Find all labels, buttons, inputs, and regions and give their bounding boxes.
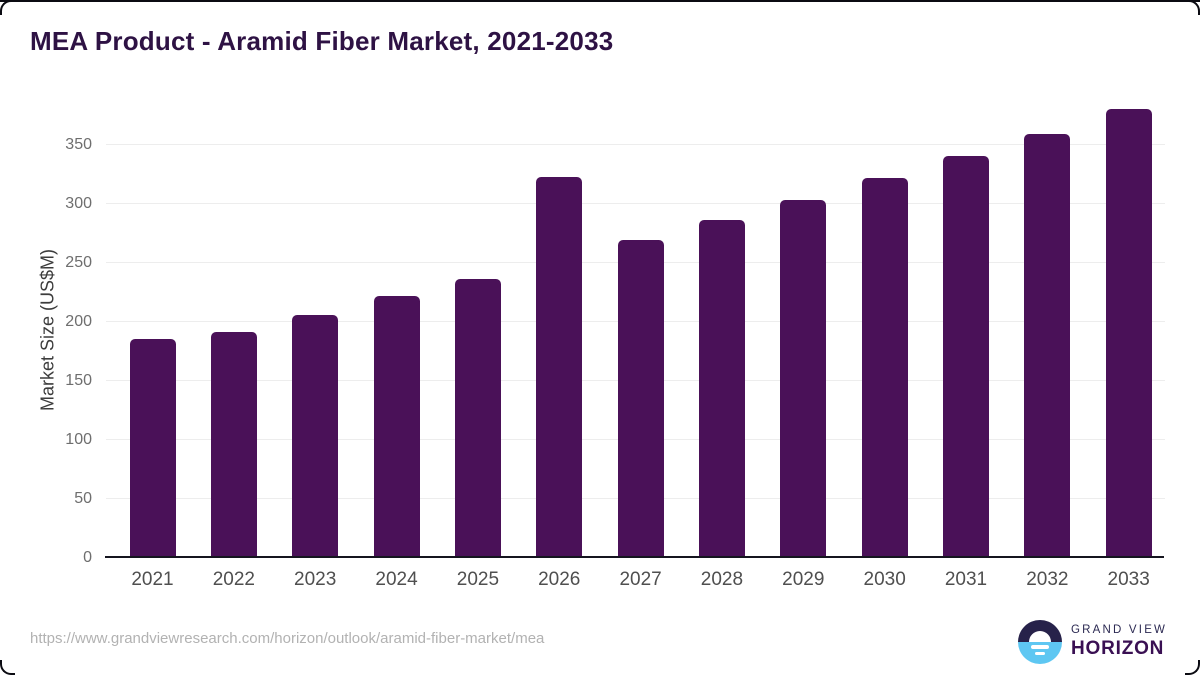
y-tick-label-250: 250 <box>65 254 92 271</box>
bar-2022 <box>210 331 257 556</box>
frame-corner-top-right <box>1185 0 1200 15</box>
bar-2029 <box>780 199 827 556</box>
frame-top-border <box>0 0 1200 2</box>
x-label-2025: 2025 <box>456 569 500 590</box>
y-tick-label-300: 300 <box>65 195 92 212</box>
logo-horizon-label: HORIZON <box>1071 637 1165 659</box>
source-url-text: https://www.grandviewresearch.com/horizo… <box>30 630 545 647</box>
frame-corner-top-left <box>0 0 15 15</box>
y-tick-label-50: 50 <box>74 490 92 507</box>
bar-2031 <box>943 155 989 556</box>
bar-chart-plot-area: 0 50 100 150 200 250 300 350 2021 2022 2023 2024 202… <box>65 100 1165 590</box>
y-tick-label-100: 100 <box>65 431 92 448</box>
y-tick-label-350: 350 <box>65 136 92 153</box>
grand-view-horizon-logo: GRAND VIEW HORIZON <box>1018 620 1167 664</box>
bar-2032 <box>1024 133 1071 556</box>
x-label-2024: 2024 <box>375 569 418 590</box>
bar-2025 <box>454 278 501 556</box>
gridline-300 <box>106 203 1165 204</box>
bar-2028 <box>698 219 745 556</box>
x-label-2022: 2022 <box>212 569 255 590</box>
logo-grand-view-label: GRAND VIEW <box>1071 624 1168 637</box>
bar-2030 <box>861 178 908 556</box>
logo-reflection-line <box>1035 651 1045 655</box>
bar-2024 <box>373 296 420 556</box>
gridline-350 <box>106 144 1165 145</box>
x-label-2033: 2033 <box>1107 569 1150 590</box>
x-label-2030: 2030 <box>863 569 906 590</box>
y-tick-label-150: 150 <box>65 372 92 389</box>
x-label-2031: 2031 <box>944 569 988 590</box>
bar-2026 <box>536 177 583 556</box>
chart-title: MEA Product - Aramid Fiber Market, 2021-… <box>30 26 614 56</box>
x-label-2028: 2028 <box>700 569 744 590</box>
horizon-sun-logo-icon <box>1018 620 1062 664</box>
x-axis-line <box>105 556 1164 558</box>
x-label-2026: 2026 <box>538 569 581 590</box>
frame-corner-bottom-right <box>1185 660 1200 675</box>
logo-text: GRAND VIEW HORIZON <box>1071 624 1167 659</box>
x-label-2021: 2021 <box>131 569 174 590</box>
y-tick-label-200: 200 <box>65 313 92 330</box>
x-label-2029: 2029 <box>782 569 825 590</box>
logo-reflection-line <box>1031 645 1049 649</box>
y-tick-label-0: 0 <box>83 549 92 566</box>
x-label-2027: 2027 <box>619 569 662 590</box>
frame-corner-bottom-left <box>0 660 15 675</box>
logo-sun-shape <box>1029 631 1051 642</box>
bar-2033 <box>1105 108 1152 556</box>
bar-2027 <box>617 239 664 556</box>
bar-2021 <box>129 338 176 556</box>
bar-2023 <box>292 315 339 556</box>
x-label-2032: 2032 <box>1026 569 1069 590</box>
x-label-2023: 2023 <box>294 569 337 590</box>
